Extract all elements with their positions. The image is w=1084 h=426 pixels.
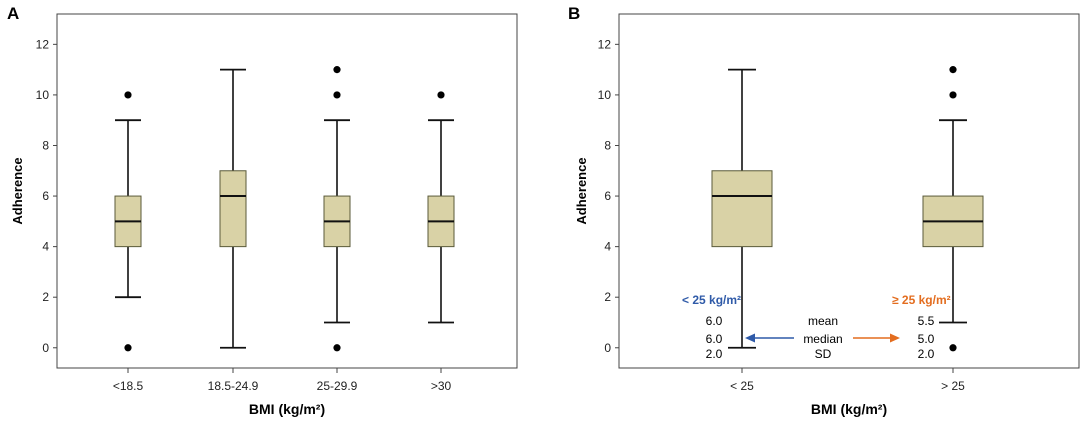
x-tick-label: <18.5 xyxy=(113,379,144,393)
y-tick-label: 10 xyxy=(598,88,612,102)
box-3 xyxy=(323,66,351,352)
low-value: 6.0 xyxy=(706,332,723,346)
outlier-point xyxy=(124,91,132,99)
y-tick-label: 10 xyxy=(36,88,50,102)
y-axis-title: Adherence xyxy=(574,157,589,224)
outlier-point xyxy=(333,66,341,74)
stat-label: SD xyxy=(815,347,832,361)
iqr-box xyxy=(711,170,773,248)
x-tick-label: > 25 xyxy=(941,379,965,393)
y-axis-title: Adherence xyxy=(10,157,25,224)
box-2 xyxy=(219,68,247,349)
box-1 xyxy=(114,91,142,352)
outlier-point xyxy=(949,66,957,74)
plot-frame xyxy=(618,13,1080,369)
x-tick-label: 18.5-24.9 xyxy=(208,379,259,393)
y-tick-label: 12 xyxy=(598,37,612,51)
y-tick-label: 6 xyxy=(604,189,611,203)
panel-label: B xyxy=(568,4,580,23)
outlier-point xyxy=(949,344,957,352)
x-tick-label: < 25 xyxy=(730,379,754,393)
high-group-label: ≥ 25 kg/m² xyxy=(892,293,951,307)
outlier-point xyxy=(124,344,132,352)
outlier-point xyxy=(437,91,445,99)
y-tick-label: 8 xyxy=(604,138,611,152)
y-tick-label: 6 xyxy=(42,189,49,203)
box-2 xyxy=(922,66,984,352)
x-axis-title: BMI (kg/m²) xyxy=(811,401,887,417)
low-value: 2.0 xyxy=(706,347,723,361)
panel-b: B 0 2 4 6 8 10 12 < 25 > 25 Adherence BMI (kg/m²) < … xyxy=(568,4,1080,417)
high-value: 5.0 xyxy=(918,332,935,346)
low-group-label: < 25 kg/m² xyxy=(682,293,741,307)
y-tick-label: 0 xyxy=(42,341,49,355)
stat-label: mean xyxy=(808,314,838,328)
outlier-point xyxy=(949,91,957,99)
outlier-point xyxy=(333,344,341,352)
high-value: 2.0 xyxy=(918,347,935,361)
x-tick-label: 25-29.9 xyxy=(317,379,358,393)
x-tick-label: >30 xyxy=(431,379,452,393)
stat-label: median xyxy=(803,332,842,346)
y-tick-label: 2 xyxy=(604,290,611,304)
y-tick-label: 8 xyxy=(42,138,49,152)
y-tick-label: 2 xyxy=(42,290,49,304)
x-axis-title: BMI (kg/m²) xyxy=(249,401,325,417)
high-arrow-head xyxy=(890,333,900,343)
outlier-point xyxy=(333,91,341,99)
y-tick-label: 12 xyxy=(36,37,50,51)
stats-annotation: < 25 kg/m² ≥ 25 kg/m² mean 6.0 5.5 median 6.0 5… xyxy=(682,293,951,361)
y-tick-label: 4 xyxy=(42,240,49,254)
box-1 xyxy=(711,68,773,349)
low-arrow-head xyxy=(745,333,755,343)
high-value: 5.5 xyxy=(918,314,935,328)
y-tick-label: 0 xyxy=(604,341,611,355)
plot-frame xyxy=(56,13,518,369)
iqr-box xyxy=(219,170,247,248)
low-value: 6.0 xyxy=(706,314,723,328)
panel-a: A 0 2 4 6 8 10 12 <18.5 18.5-24.9 25-29.9 >30 Adhere… xyxy=(7,4,518,417)
y-tick-label: 4 xyxy=(604,240,611,254)
box-4 xyxy=(427,91,455,324)
panel-label: A xyxy=(7,4,19,23)
